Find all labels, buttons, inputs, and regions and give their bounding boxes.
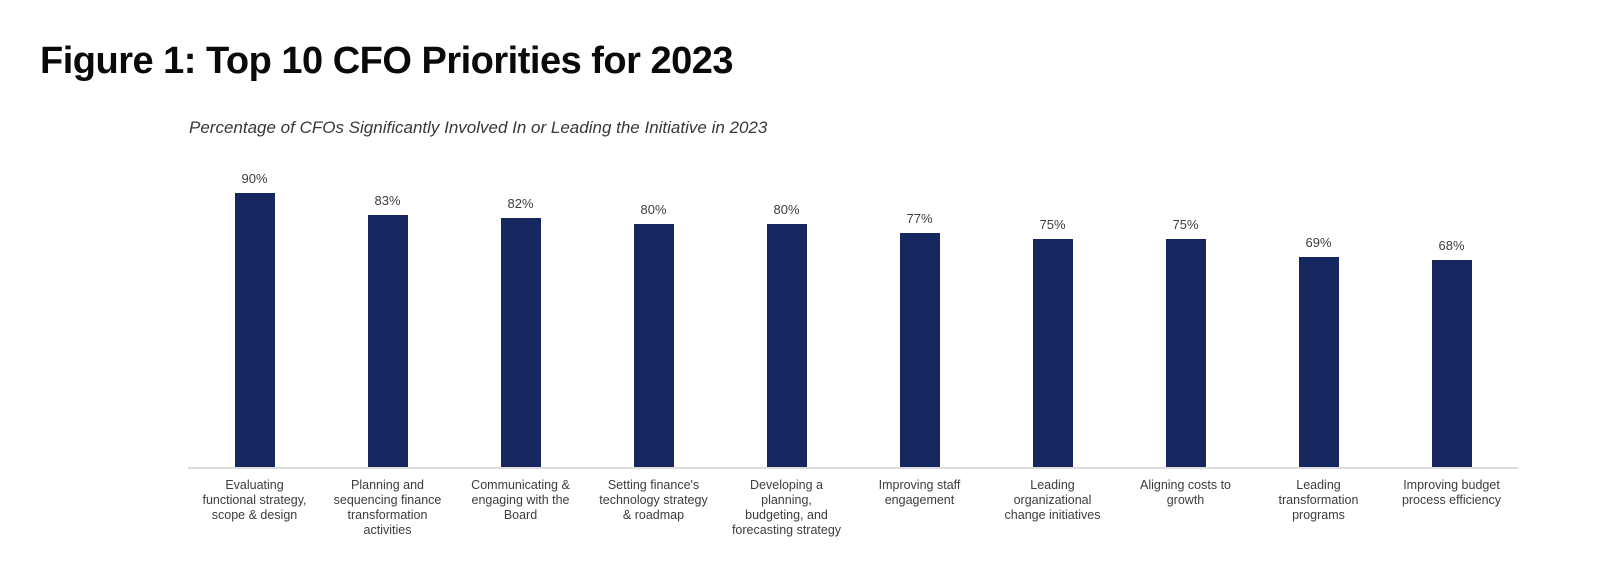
category-label: Evaluating functional strategy, scope & … — [202, 478, 307, 522]
bar-slot: 80% — [587, 202, 720, 467]
bar-slot: 80% — [720, 202, 853, 467]
bar — [1032, 239, 1073, 467]
bar-value-label: 75% — [1039, 217, 1066, 232]
category-labels-row: Evaluating functional strategy, scope & … — [188, 478, 1518, 538]
bar-chart: 90% 83% 82% 80% 80% 77% 75% 75% 69% 68% Evaluatin… — [188, 155, 1518, 538]
category-label: Planning and sequencing finance transfor… — [333, 478, 442, 537]
x-axis-baseline — [188, 467, 1518, 469]
bar-value-label: 68% — [1438, 238, 1465, 253]
category-label: Aligning costs to growth — [1139, 478, 1232, 507]
bar-slot: 83% — [321, 193, 454, 467]
bar-slot: 75% — [986, 217, 1119, 467]
category-label: Leading transformation programs — [1278, 478, 1359, 522]
bar — [367, 215, 408, 467]
bar-value-label: 77% — [906, 211, 933, 226]
category-label: Communicating & engaging with the Board — [471, 478, 570, 522]
category-label: Setting finance's technology strategy & … — [599, 478, 708, 522]
bar-slot: 75% — [1119, 217, 1252, 467]
bar — [633, 224, 674, 467]
bar — [1431, 260, 1472, 467]
bar — [234, 193, 275, 467]
category-label: Improving staff engagement — [878, 478, 961, 507]
category-label: Developing a planning, budgeting, and fo… — [731, 478, 842, 537]
bar-value-label: 90% — [241, 171, 268, 186]
bar-value-label: 75% — [1172, 217, 1199, 232]
figure-title: Figure 1: Top 10 CFO Priorities for 2023 — [40, 40, 734, 82]
bar — [1165, 239, 1206, 467]
bar — [1298, 257, 1339, 467]
bar — [500, 218, 541, 467]
bar-slot: 82% — [454, 196, 587, 467]
bars-row: 90% 83% 82% 80% 80% 77% 75% 75% 69% 68% — [188, 155, 1518, 467]
bar-value-label: 83% — [374, 193, 401, 208]
bar-value-label: 80% — [773, 202, 800, 217]
chart-subtitle: Percentage of CFOs Significantly Involve… — [189, 118, 768, 137]
category-label: Improving budget process efficiency — [1401, 478, 1502, 507]
bar — [899, 233, 940, 467]
bar-slot: 90% — [188, 171, 321, 467]
bar-value-label: 80% — [640, 202, 667, 217]
bar-slot: 69% — [1252, 235, 1385, 467]
bar-value-label: 69% — [1305, 235, 1332, 250]
bar — [766, 224, 807, 467]
bar-value-label: 82% — [507, 196, 534, 211]
bar-slot: 77% — [853, 211, 986, 467]
category-label: Leading organizational change initiative… — [1004, 478, 1101, 522]
bar-slot: 68% — [1385, 238, 1518, 467]
